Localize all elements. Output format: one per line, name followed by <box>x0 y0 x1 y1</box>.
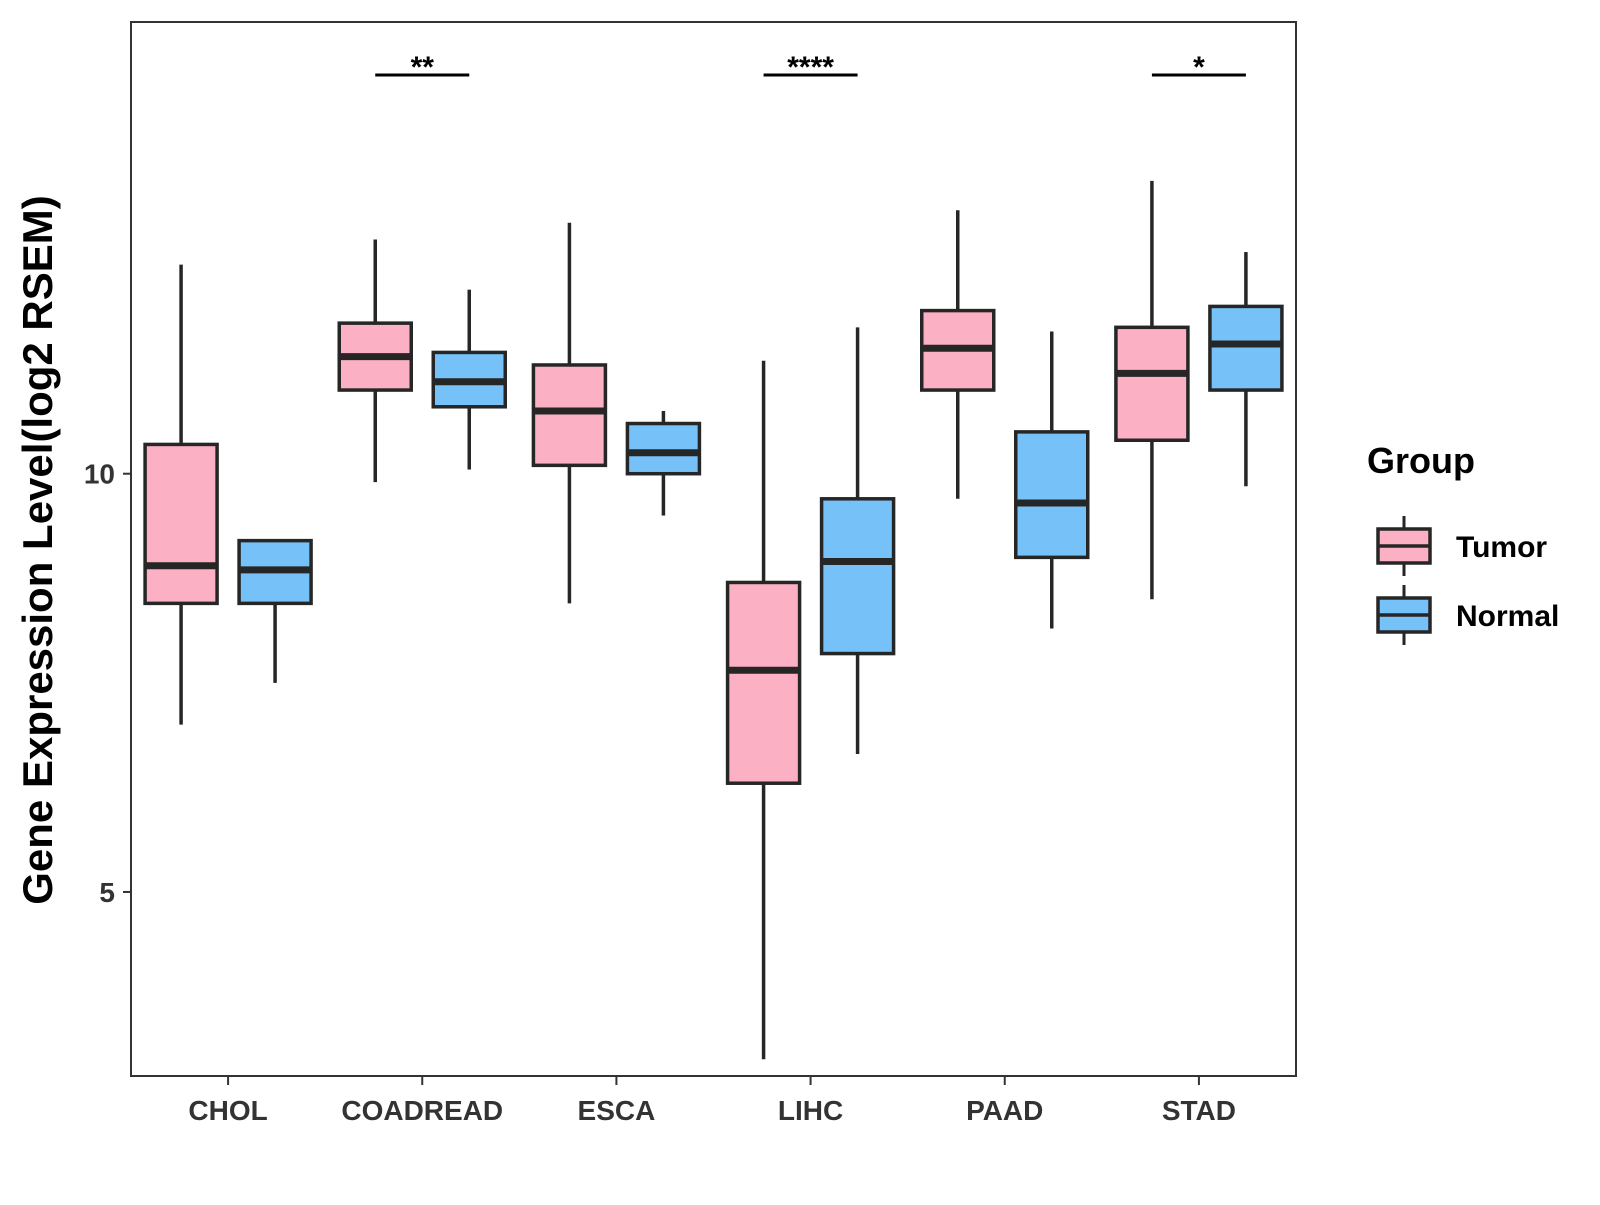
significance-label: **** <box>787 51 834 84</box>
boxplot-normal-esca <box>625 410 702 516</box>
x-tick-label: LIHC <box>778 1095 843 1126</box>
x-tick-label: COADREAD <box>341 1095 503 1126</box>
iqr-box <box>1208 304 1284 392</box>
boxplot-tumor-esca <box>531 222 608 604</box>
y-axis-title: Gene Expression Level(log2 RSEM) <box>14 195 61 905</box>
iqr-box <box>819 497 896 656</box>
boxplot-normal-chol <box>237 538 313 683</box>
boxplot-normal-coadread <box>431 289 507 470</box>
legend: Group Tumor Normal <box>1367 440 1559 645</box>
boxplot-tumor-chol <box>143 264 219 725</box>
x-tick-label: ESCA <box>578 1095 656 1126</box>
legend-title: Group <box>1367 440 1475 481</box>
boxplot-normal-paad <box>1014 331 1090 629</box>
iqr-box <box>531 363 608 468</box>
boxplot-normal-stad <box>1208 252 1284 487</box>
iqr-box <box>725 580 802 785</box>
legend-label: Normal <box>1456 600 1559 633</box>
plot-panel-border <box>130 21 1297 1077</box>
y-tick-label: 5 <box>99 877 115 908</box>
iqr-box <box>1014 430 1090 560</box>
significance-label: * <box>1193 51 1205 84</box>
boxplot-normal-lihc <box>819 327 896 754</box>
iqr-box <box>1114 325 1190 443</box>
plot-area: ** **** * <box>130 21 1297 1077</box>
boxplot-tumor-coadread <box>337 239 413 483</box>
iqr-box <box>625 421 702 476</box>
x-tick-label: PAAD <box>966 1095 1043 1126</box>
y-tick-label: 10 <box>84 459 115 490</box>
legend-label: Tumor <box>1456 531 1547 564</box>
boxplot-tumor-stad <box>1114 180 1190 600</box>
legend-entry-normal: Normal <box>1376 585 1559 645</box>
x-tick-label: CHOL <box>188 1095 267 1126</box>
x-axis: CHOL COADREAD ESCA LIHC PAAD STAD <box>188 1076 1236 1126</box>
legend-entry-tumor: Tumor <box>1376 516 1547 576</box>
boxplot-tumor-lihc <box>725 360 802 1060</box>
x-tick-label: STAD <box>1162 1095 1236 1126</box>
y-axis: 5 10 <box>84 459 131 908</box>
significance-label: ** <box>411 51 435 84</box>
boxplot-tumor-paad <box>920 210 996 499</box>
iqr-box <box>143 442 219 606</box>
